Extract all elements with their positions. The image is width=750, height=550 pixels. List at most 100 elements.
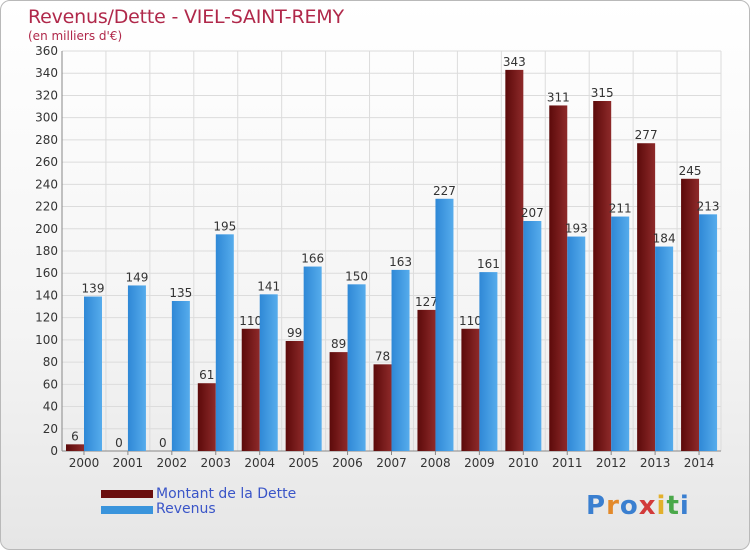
y-tick-label: 40 [43, 400, 58, 414]
y-tick-label: 0 [50, 444, 58, 458]
data-label-revenus-2010: 207 [521, 206, 544, 220]
bar-revenus-2000 [84, 296, 102, 451]
y-tick-label: 220 [35, 200, 58, 214]
data-label-dette-2010: 343 [503, 55, 526, 69]
legend-swatch-revenus [101, 506, 153, 514]
x-tick-label: 2004 [244, 456, 275, 470]
data-label-dette-2014: 245 [679, 164, 702, 178]
data-label-dette-2000: 6 [71, 429, 79, 443]
bar-dette-2005 [285, 341, 304, 451]
x-tick-label: 2008 [420, 456, 451, 470]
data-label-dette-2009: 110 [459, 314, 482, 328]
data-label-revenus-2005: 166 [301, 252, 324, 266]
bar-dette-2013 [637, 143, 656, 451]
data-label-revenus-2011: 193 [565, 222, 588, 236]
bar-revenus-2006 [347, 284, 366, 451]
data-label-revenus-2003: 195 [213, 219, 236, 233]
y-tick-label: 140 [35, 288, 58, 302]
bar-revenus-2003 [215, 234, 234, 451]
data-label-dette-2005: 99 [287, 326, 302, 340]
data-label-dette-2001: 0 [115, 436, 123, 450]
bar-dette-2010 [505, 69, 524, 451]
bar-revenus-2014 [699, 214, 718, 451]
x-tick-label: 2014 [684, 456, 715, 470]
legend-label-revenus: Revenus [156, 501, 216, 517]
y-tick-label: 260 [35, 155, 58, 169]
x-tick-label: 2011 [552, 456, 583, 470]
bar-dette-2012 [593, 101, 612, 451]
x-tick-label: 2005 [288, 456, 319, 470]
y-tick-label: 280 [35, 133, 58, 147]
data-label-dette-2002: 0 [159, 436, 167, 450]
data-label-revenus-2004: 141 [257, 279, 280, 293]
data-label-revenus-2000: 139 [82, 282, 105, 296]
bar-revenus-2008 [435, 198, 454, 451]
y-tick-label: 300 [35, 111, 58, 125]
y-tick-label: 340 [35, 66, 58, 80]
bar-dette-2000 [66, 444, 84, 451]
data-label-dette-2013: 277 [635, 128, 658, 142]
bar-dette-2003 [197, 383, 216, 451]
x-tick-label: 2003 [200, 456, 231, 470]
bar-revenus-2010 [523, 221, 542, 451]
data-label-dette-2011: 311 [547, 90, 570, 104]
bar-dette-2008 [417, 309, 436, 451]
data-label-dette-2012: 315 [591, 86, 614, 100]
y-tick-label: 120 [35, 311, 58, 325]
legend-label-dette: Montant de la Dette [156, 486, 297, 502]
chart-title: Revenus/Dette - VIEL-SAINT-REMY [28, 6, 344, 28]
data-label-revenus-2007: 163 [389, 255, 412, 269]
y-tick-label: 160 [35, 266, 58, 280]
data-label-dette-2008: 127 [415, 295, 438, 309]
x-tick-label: 2013 [640, 456, 671, 470]
x-tick-label: 2006 [332, 456, 363, 470]
bar-dette-2009 [461, 328, 480, 451]
bar-dette-2004 [241, 328, 260, 451]
x-tick-label: 2007 [376, 456, 407, 470]
data-label-dette-2006: 89 [331, 337, 346, 351]
data-label-dette-2003: 61 [199, 368, 214, 382]
y-tick-label: 80 [43, 355, 58, 369]
data-label-revenus-2009: 161 [477, 257, 500, 271]
data-label-revenus-2008: 227 [433, 184, 456, 198]
bar-revenus-2012 [611, 216, 630, 451]
bar-revenus-2011 [567, 236, 586, 451]
bar-dette-2006 [329, 352, 348, 451]
legend-swatch-dette [101, 490, 153, 498]
data-label-dette-2004: 110 [239, 314, 262, 328]
bar-revenus-2005 [303, 266, 322, 451]
data-label-revenus-2001: 149 [125, 270, 148, 284]
data-label-revenus-2014: 213 [697, 199, 720, 213]
chart-subtitle: (en milliers d'€) [28, 29, 123, 43]
proxiti-logo: Proxiti [586, 491, 690, 521]
y-tick-label: 100 [35, 333, 58, 347]
data-label-revenus-2013: 184 [653, 232, 676, 246]
y-tick-label: 360 [35, 44, 58, 58]
data-label-revenus-2012: 211 [609, 202, 632, 216]
bar-revenus-2001 [127, 285, 146, 451]
y-tick-label: 240 [35, 177, 58, 191]
bar-revenus-2013 [655, 246, 674, 451]
bar-revenus-2009 [479, 272, 498, 451]
x-tick-label: 2001 [113, 456, 144, 470]
y-tick-label: 20 [43, 422, 58, 436]
bar-revenus-2002 [171, 301, 190, 451]
bar-dette-2011 [549, 105, 568, 451]
y-tick-label: 180 [35, 244, 58, 258]
bar-dette-2014 [681, 178, 700, 451]
data-label-revenus-2006: 150 [345, 269, 368, 283]
x-tick-label: 2009 [464, 456, 495, 470]
y-tick-label: 200 [35, 222, 58, 236]
bar-revenus-2007 [391, 269, 410, 451]
data-label-dette-2007: 78 [375, 349, 390, 363]
data-label-revenus-2002: 135 [169, 286, 192, 300]
y-tick-label: 60 [43, 377, 58, 391]
x-tick-label: 2012 [596, 456, 627, 470]
x-tick-label: 2000 [69, 456, 100, 470]
x-tick-label: 2010 [508, 456, 539, 470]
bar-revenus-2004 [259, 294, 278, 451]
bar-dette-2007 [373, 364, 392, 451]
y-tick-label: 320 [35, 88, 58, 102]
